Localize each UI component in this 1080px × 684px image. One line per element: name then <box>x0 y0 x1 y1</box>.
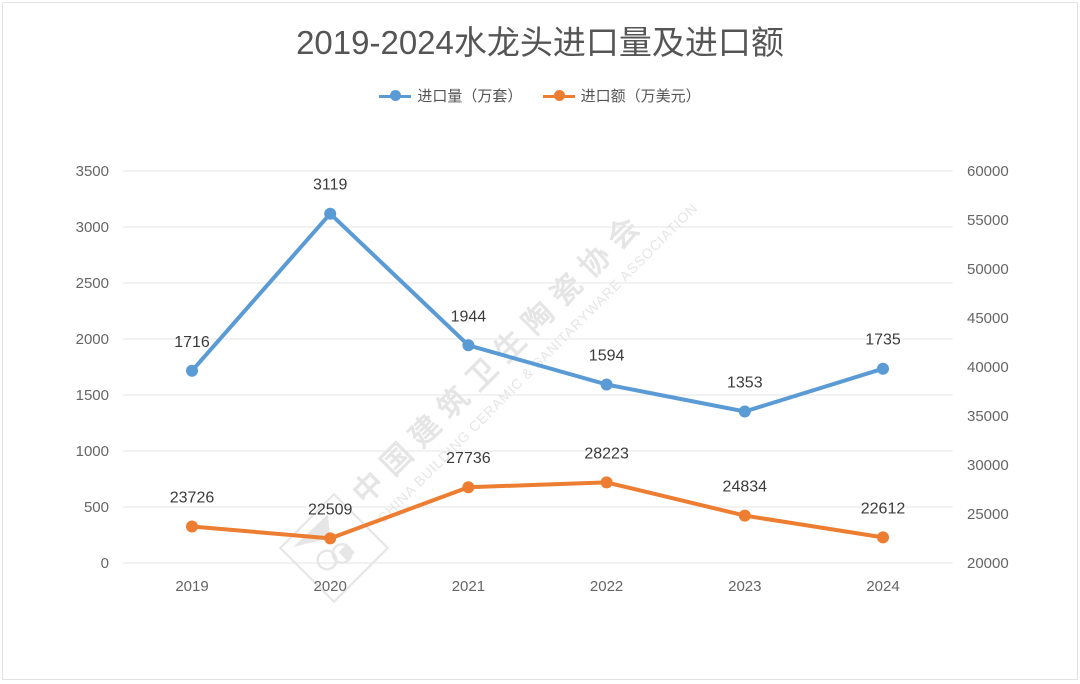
svg-text:2023: 2023 <box>728 578 761 595</box>
svg-text:1944: 1944 <box>451 308 487 325</box>
svg-text:0: 0 <box>101 555 109 572</box>
svg-text:500: 500 <box>84 499 109 516</box>
svg-text:30000: 30000 <box>967 457 1009 474</box>
svg-text:22612: 22612 <box>861 500 906 517</box>
svg-text:2022: 2022 <box>590 578 623 595</box>
svg-text:45000: 45000 <box>967 310 1009 327</box>
svg-text:24834: 24834 <box>723 479 768 496</box>
svg-text:2000: 2000 <box>76 331 109 348</box>
svg-text:1716: 1716 <box>174 334 210 351</box>
svg-text:28223: 28223 <box>584 445 629 462</box>
svg-text:35000: 35000 <box>967 408 1009 425</box>
svg-text:55000: 55000 <box>967 212 1009 229</box>
svg-text:2024: 2024 <box>866 578 899 595</box>
svg-text:1594: 1594 <box>589 348 625 365</box>
svg-text:3000: 3000 <box>76 219 109 236</box>
svg-text:1000: 1000 <box>76 443 109 460</box>
svg-text:1735: 1735 <box>865 332 901 349</box>
svg-text:2020: 2020 <box>314 578 347 595</box>
svg-text:20000: 20000 <box>967 555 1009 572</box>
svg-text:40000: 40000 <box>967 359 1009 376</box>
svg-text:60000: 60000 <box>967 163 1009 180</box>
svg-text:2021: 2021 <box>452 578 485 595</box>
svg-text:1500: 1500 <box>76 387 109 404</box>
svg-text:3500: 3500 <box>76 163 109 180</box>
svg-text:25000: 25000 <box>967 506 1009 523</box>
svg-text:50000: 50000 <box>967 261 1009 278</box>
svg-text:2019: 2019 <box>175 578 208 595</box>
svg-text:27736: 27736 <box>446 450 491 467</box>
svg-text:23726: 23726 <box>170 490 215 507</box>
svg-text:3119: 3119 <box>313 177 348 194</box>
svg-text:2500: 2500 <box>76 275 109 292</box>
svg-text:1353: 1353 <box>727 375 763 392</box>
svg-text:22509: 22509 <box>308 501 353 518</box>
